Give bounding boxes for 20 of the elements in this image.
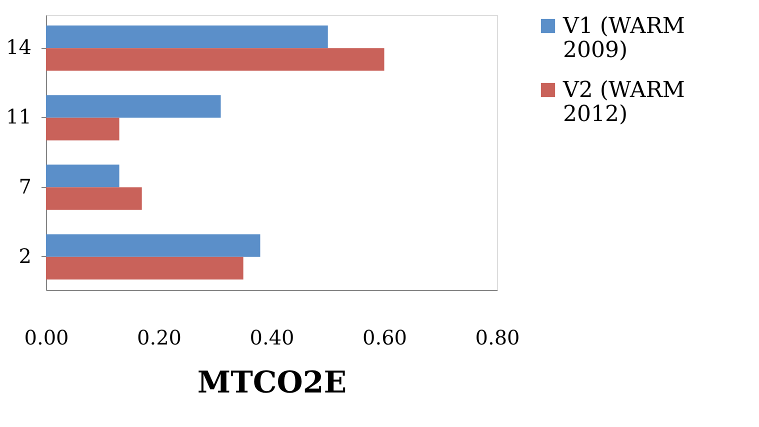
x-tick-label: 0.00: [24, 326, 69, 350]
bar: [46, 256, 244, 280]
bar: [46, 118, 120, 140]
y-tick-label: 11: [6, 104, 32, 129]
bar: [46, 234, 260, 257]
bar: [46, 48, 384, 71]
legend-label: V1 (WARM 2009): [562, 14, 685, 63]
bar: [46, 25, 328, 48]
x-tick-label: 0.60: [362, 326, 408, 350]
bar: [46, 95, 221, 118]
y-tick-label: 2: [18, 244, 32, 268]
y-tick-label: 7: [18, 174, 32, 198]
x-tick-label: 0.80: [475, 326, 520, 350]
x-axis-title: MTCO2E: [197, 366, 347, 400]
y-tick-label: 14: [6, 35, 32, 60]
bar: [46, 187, 142, 210]
legend-label: V2 (WARM 2012): [562, 78, 685, 127]
x-tick-label: 0.20: [136, 326, 182, 350]
bar: [46, 164, 120, 188]
x-tick-label: 0.40: [250, 326, 294, 350]
